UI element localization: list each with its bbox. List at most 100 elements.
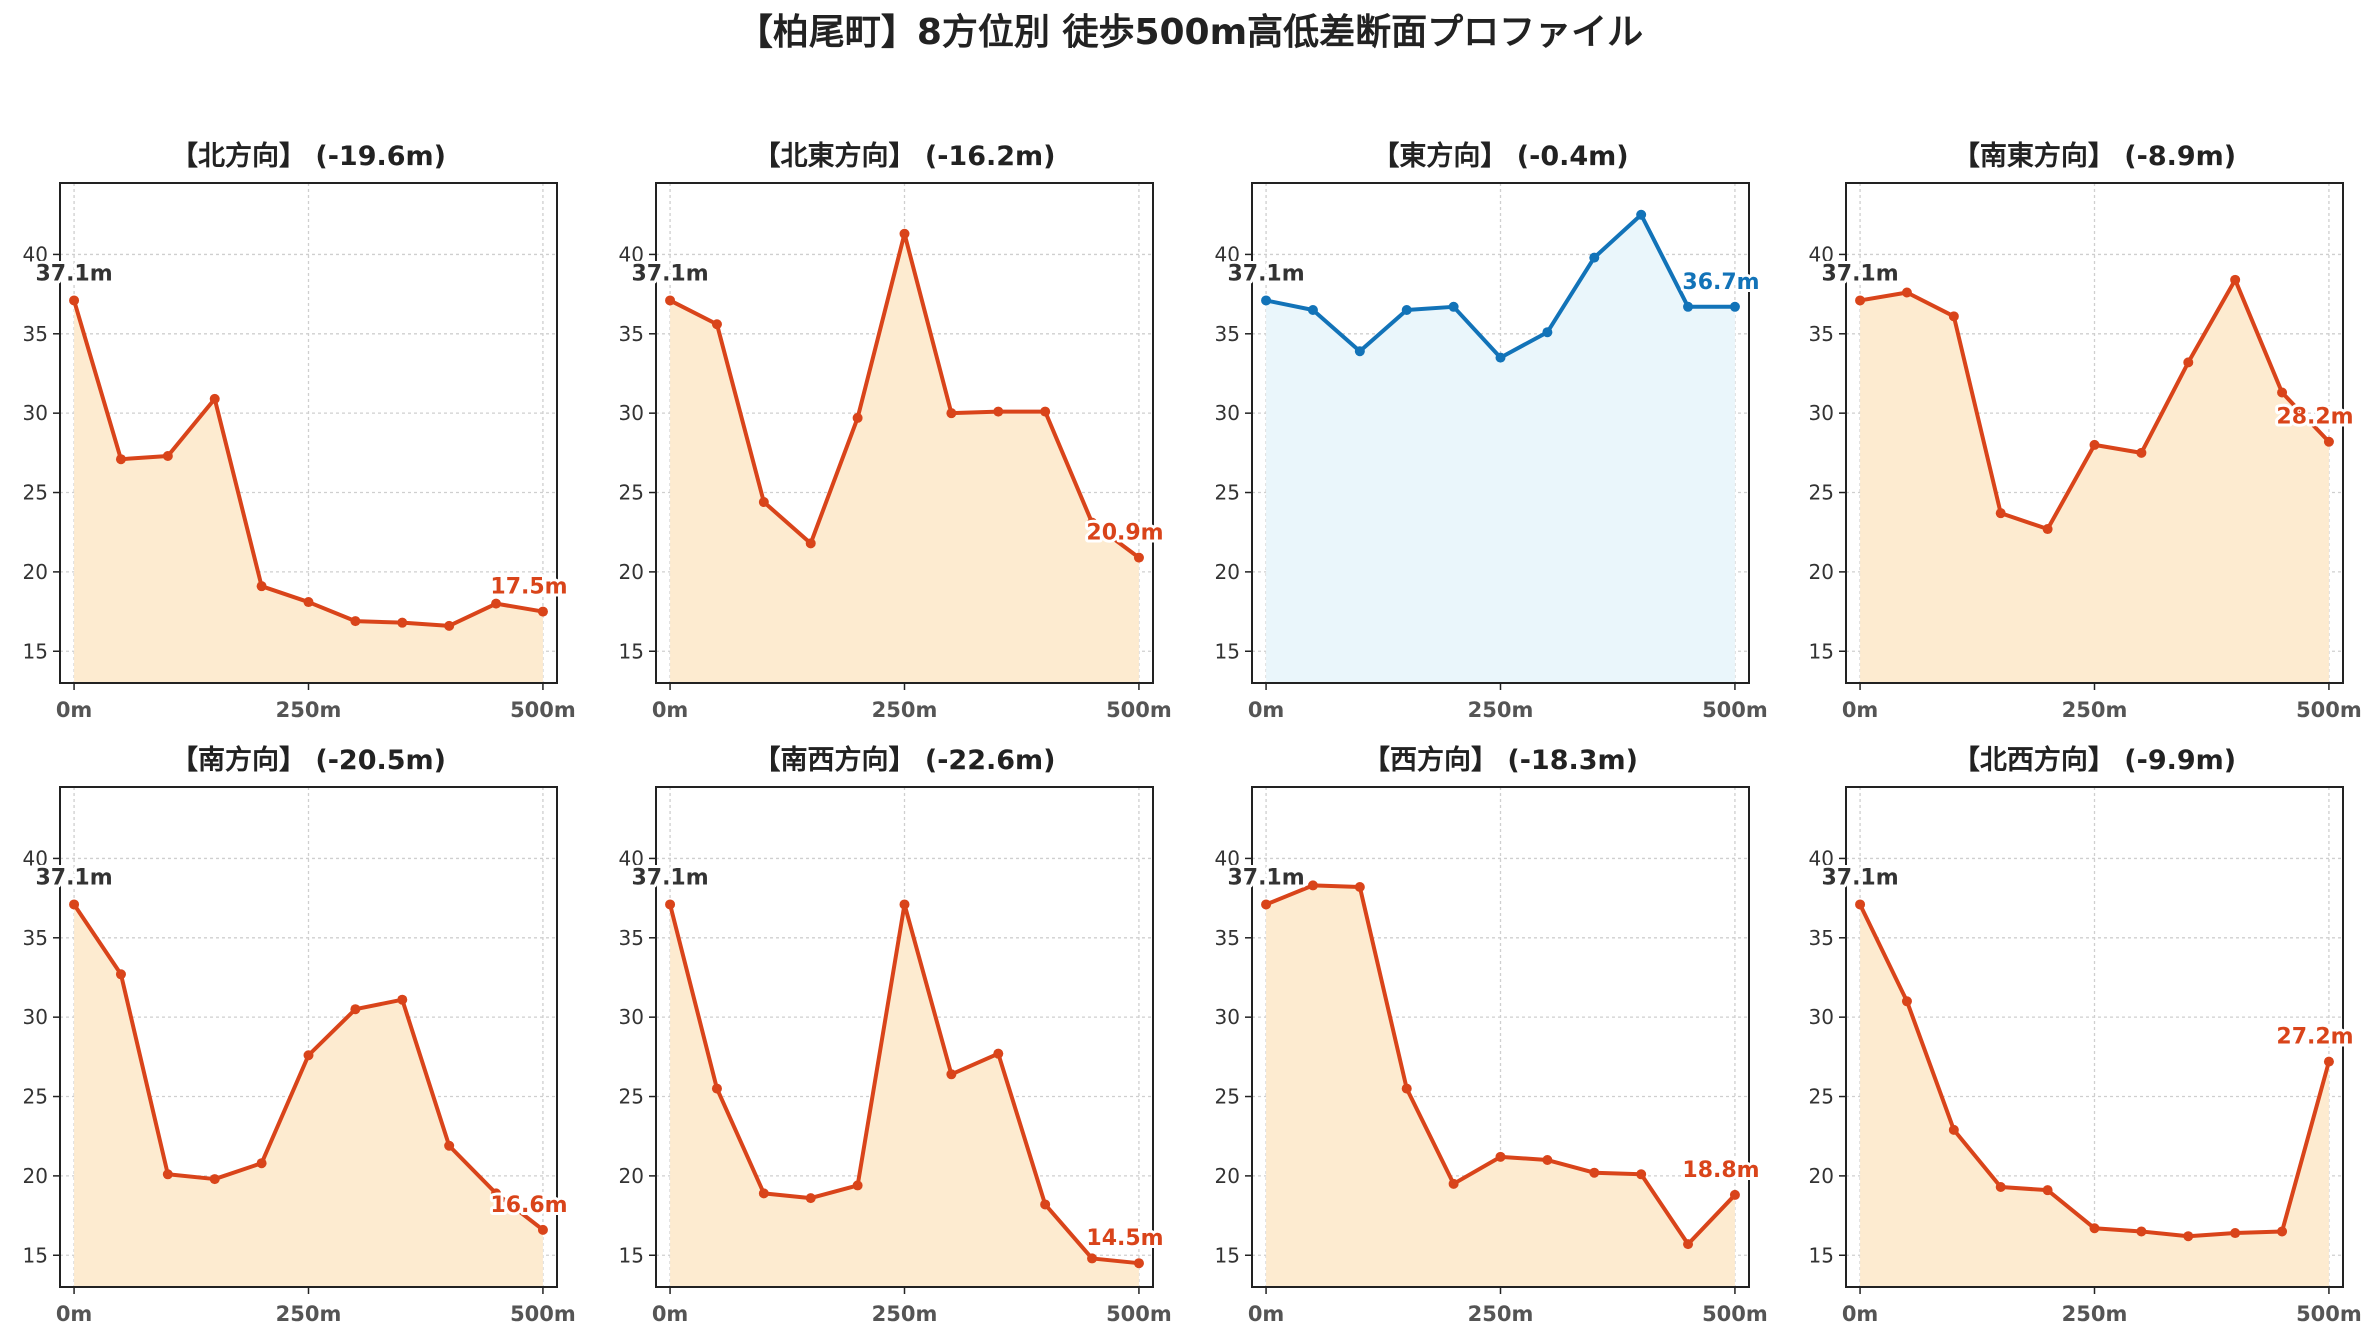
data-point xyxy=(993,1048,1004,1059)
x-tick-label: 0m xyxy=(1842,698,1879,722)
data-point xyxy=(1542,1155,1553,1166)
data-point xyxy=(1448,301,1459,312)
y-tick-label: 30 xyxy=(619,401,644,425)
data-point xyxy=(1133,1258,1144,1269)
y-tick-label: 20 xyxy=(619,560,644,584)
y-tick-label: 15 xyxy=(1215,639,1240,663)
subplot-8: 【北西方向】 (-9.9m) 0m 250m 500m 15 20 25 30 35 4037.1… xyxy=(1809,744,2362,1326)
data-point xyxy=(1307,304,1318,315)
subplot-1: 【北方向】 (-19.6m) 0m 250m 500m 15 20 25 30 35 4037.1… xyxy=(23,140,576,722)
y-tick-label: 20 xyxy=(1215,1164,1240,1188)
figure-title: 【柏尾町】8方位別 徒歩500m高低差断面プロファイル xyxy=(736,12,1644,53)
x-tick-label: 500m xyxy=(510,1302,576,1326)
y-tick-label: 25 xyxy=(1809,481,1834,505)
end-elevation-label: 17.5m xyxy=(490,575,567,600)
data-point xyxy=(1040,406,1051,417)
start-elevation-label: 37.1m xyxy=(35,261,112,286)
x-tick-label: 0m xyxy=(1248,1302,1285,1326)
data-point xyxy=(256,581,267,592)
data-point xyxy=(1901,996,1912,1007)
data-point xyxy=(2042,1185,2053,1196)
start-elevation-label: 37.1m xyxy=(35,865,112,890)
data-point xyxy=(1683,301,1694,312)
data-point xyxy=(2136,447,2147,458)
data-point xyxy=(2089,439,2100,450)
y-tick-label: 25 xyxy=(1215,1085,1240,1109)
x-tick-label: 0m xyxy=(56,698,93,722)
data-point xyxy=(1636,209,1647,220)
x-tick-label: 500m xyxy=(1106,698,1172,722)
x-tick-label: 250m xyxy=(1468,698,1534,722)
y-tick-label: 35 xyxy=(619,322,644,346)
y-tick-label: 30 xyxy=(1809,1005,1834,1029)
data-point xyxy=(2183,357,2194,368)
data-point xyxy=(1040,1199,1051,1210)
data-point xyxy=(1855,899,1866,910)
start-elevation-label: 37.1m xyxy=(1821,865,1898,890)
data-point xyxy=(2230,274,2241,285)
data-point xyxy=(209,1174,220,1185)
subplot-2: 【北東方向】 (-16.2m) 0m 250m 500m 15 20 25 30 35 4037.… xyxy=(619,140,1172,722)
area-fill xyxy=(670,233,1139,684)
data-point xyxy=(1948,311,1959,322)
data-point xyxy=(852,412,863,423)
y-tick-label: 15 xyxy=(1809,1243,1834,1267)
data-point xyxy=(665,899,676,910)
subplot-title: 【北東方向】 (-16.2m) xyxy=(753,140,1055,172)
subplot-6: 【南西方向】 (-22.6m) 0m 250m 500m 15 20 25 30 35 4037.… xyxy=(619,744,1172,1326)
data-point xyxy=(1729,301,1740,312)
x-tick-label: 250m xyxy=(2062,698,2128,722)
end-elevation-label: 20.9m xyxy=(1086,521,1163,546)
y-tick-label: 30 xyxy=(1215,401,1240,425)
data-point xyxy=(350,1004,361,1015)
x-tick-label: 0m xyxy=(1248,698,1285,722)
data-point xyxy=(1087,517,1098,528)
data-point xyxy=(1133,552,1144,563)
x-tick-label: 0m xyxy=(652,698,689,722)
subplot-3: 【東方向】 (-0.4m) 0m 250m 500m 15 20 25 30 35 4037.1m… xyxy=(1215,140,1768,722)
y-tick-label: 30 xyxy=(23,1005,48,1029)
data-point xyxy=(711,319,722,330)
x-tick-label: 0m xyxy=(652,1302,689,1326)
y-tick-label: 40 xyxy=(619,846,644,870)
area-fill xyxy=(1266,214,1735,683)
data-point xyxy=(758,497,769,508)
data-point xyxy=(1589,1167,1600,1178)
subplot-title: 【西方向】 (-18.3m) xyxy=(1363,744,1638,776)
area-fill xyxy=(1860,279,2329,683)
data-point xyxy=(2323,436,2334,447)
data-point xyxy=(1948,1124,1959,1135)
data-point xyxy=(852,1180,863,1191)
x-tick-label: 500m xyxy=(2296,1302,2362,1326)
data-point xyxy=(1636,1169,1647,1180)
y-tick-label: 40 xyxy=(619,242,644,266)
y-tick-label: 30 xyxy=(619,1005,644,1029)
area-fill xyxy=(670,904,1139,1287)
data-point xyxy=(491,1188,502,1199)
end-elevation-label: 28.2m xyxy=(2276,405,2353,430)
y-tick-label: 30 xyxy=(1809,401,1834,425)
data-point xyxy=(2183,1231,2194,1242)
area-fill xyxy=(74,904,543,1287)
x-tick-label: 250m xyxy=(1468,1302,1534,1326)
data-point xyxy=(1542,327,1553,338)
data-point xyxy=(665,295,676,306)
area-fill xyxy=(1266,885,1735,1287)
y-tick-label: 25 xyxy=(1215,481,1240,505)
data-point xyxy=(209,393,220,404)
y-tick-label: 25 xyxy=(1809,1085,1834,1109)
y-tick-label: 35 xyxy=(619,926,644,950)
data-point xyxy=(303,597,314,608)
x-tick-label: 500m xyxy=(1106,1302,1172,1326)
y-tick-label: 35 xyxy=(23,926,48,950)
data-point xyxy=(1995,1182,2006,1192)
end-elevation-label: 16.6m xyxy=(490,1193,567,1218)
y-tick-label: 20 xyxy=(1809,560,1834,584)
y-tick-label: 20 xyxy=(1215,560,1240,584)
y-tick-label: 40 xyxy=(1215,242,1240,266)
y-tick-label: 40 xyxy=(1215,846,1240,870)
data-point xyxy=(1401,1083,1412,1094)
y-tick-label: 15 xyxy=(619,1243,644,1267)
subplot-title: 【南西方向】 (-22.6m) xyxy=(753,744,1055,776)
data-point xyxy=(444,1140,455,1151)
